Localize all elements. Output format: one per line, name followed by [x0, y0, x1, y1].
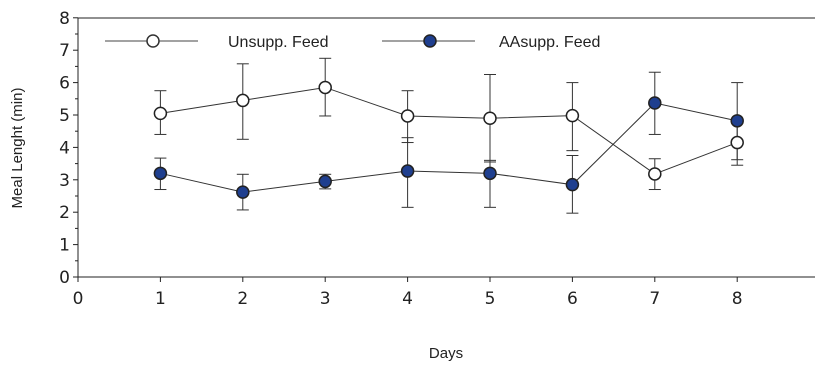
- data-point-series-1: [730, 135, 744, 150]
- y-tick-label: 0: [59, 268, 70, 288]
- data-point-series-2: [730, 114, 744, 128]
- y-tick-label: 4: [59, 138, 70, 158]
- data-point-series-1: [648, 167, 662, 181]
- data-point-series-2: [565, 177, 580, 192]
- data-point-series-1: [400, 109, 415, 123]
- y-tick-label: 5: [59, 106, 70, 126]
- data-point-series-2: [318, 174, 332, 189]
- data-point-series-1: [318, 80, 332, 95]
- data-point-series-2: [483, 166, 497, 181]
- x-tick-label: 0: [73, 289, 84, 309]
- y-tick-label: 2: [59, 203, 70, 223]
- axis-ticks: 0 1 2 3 4 5 6 7 8 0 1 2 3 4 5 6 7 8: [59, 9, 742, 309]
- data-point-series-1: [153, 106, 168, 121]
- data-point-series-1: [236, 93, 250, 108]
- series-layer: [153, 57, 744, 214]
- x-axis-title: Days: [429, 345, 463, 362]
- y-tick-label: 3: [59, 171, 70, 191]
- data-point-series-2: [400, 164, 415, 178]
- data-point-series-2: [236, 185, 250, 199]
- legend-label-unsupp: Unsupp. Feed: [228, 34, 329, 51]
- y-tick-label: 6: [59, 74, 70, 94]
- y-tick-label: 1: [59, 236, 70, 256]
- legend: Unsupp. Feed AAsupp. Feed: [105, 34, 600, 51]
- series-line-1: [160, 86, 738, 175]
- y-tick-label: 8: [59, 9, 70, 29]
- legend-marker-aasupp: [423, 34, 437, 48]
- data-point-series-2: [153, 166, 168, 181]
- legend-label-aasupp: AAsupp. Feed: [499, 34, 600, 51]
- x-tick-label: 7: [649, 289, 660, 309]
- x-tick-label: 4: [402, 289, 413, 309]
- x-tick-label: 8: [732, 289, 743, 309]
- y-axis-title: Meal Lenght (min): [9, 88, 26, 209]
- y-tick-label: 7: [59, 41, 70, 61]
- x-tick-label: 2: [237, 289, 248, 309]
- legend-marker-unsupp: [146, 34, 160, 48]
- x-tick-label: 6: [567, 289, 578, 309]
- x-tick-label: 3: [320, 289, 331, 309]
- data-point-series-1: [565, 108, 580, 123]
- x-tick-label: 5: [485, 289, 496, 309]
- data-point-series-2: [648, 96, 662, 110]
- series-line-2: [160, 102, 738, 193]
- data-point-series-1: [483, 111, 497, 125]
- x-tick-label: 1: [155, 289, 166, 309]
